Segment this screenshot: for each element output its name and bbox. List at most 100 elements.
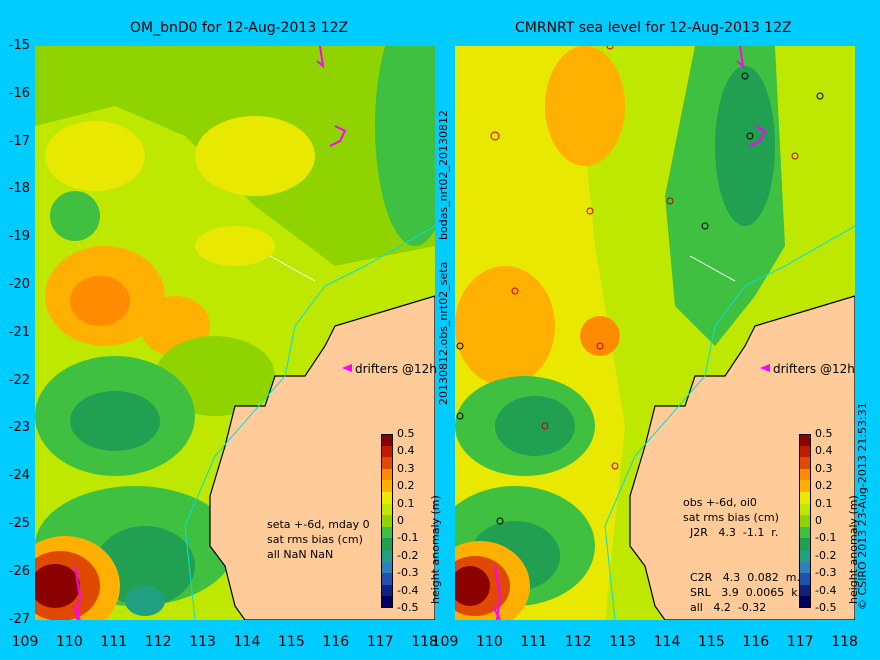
left-drifters-label: drifters @12h — [355, 362, 437, 376]
middle-bottom-label: 20130812.obs_nrt02_seta — [437, 261, 450, 405]
colorbar-tick-label: 0.1 — [815, 496, 833, 510]
x-tick-label: 117 — [786, 634, 814, 650]
colorbar-unit-label: height anomaly (m) — [847, 495, 860, 604]
colorbar-segment — [381, 526, 393, 539]
x-tick-label: 110 — [476, 634, 503, 650]
colorbar-segment — [799, 492, 811, 505]
colorbar-segment — [799, 538, 811, 551]
y-tick-label: -25 — [8, 516, 30, 531]
colorbar-tick-label: 0.3 — [397, 461, 415, 475]
land-area — [209, 295, 435, 620]
colorbar-tick-label: 0.2 — [397, 479, 415, 493]
right-drifters-label: drifters @12h — [773, 362, 855, 376]
colorbar-segment — [381, 596, 393, 609]
colorbar-segment — [381, 503, 393, 516]
colorbar-tick-label: -0.5 — [815, 601, 837, 614]
colorbar-frame — [799, 434, 811, 608]
x-tick-label: 114 — [653, 634, 681, 650]
colorbar-tick-label: -0.3 — [815, 566, 837, 580]
x-tick-label: 116 — [322, 634, 350, 650]
y-tick-label: -20 — [8, 277, 30, 292]
y-tick-label: -21 — [8, 324, 30, 340]
drifter-tracks — [72, 46, 347, 620]
colorbar-tick-label: 0.2 — [815, 479, 833, 493]
colorbar-segment — [799, 480, 811, 493]
x-tick-label: 110 — [56, 634, 83, 650]
x-tick-label: 109 — [431, 634, 459, 650]
colorbar-segment — [799, 503, 811, 516]
drifter-arrow — [760, 364, 770, 372]
left-panel-title: OM_bnD0 for 12-Aug-2013 12Z — [130, 20, 349, 36]
colorbar-tick-label: 0.4 — [397, 444, 415, 458]
right-map-svg — [455, 46, 855, 620]
colorbar-segment — [381, 584, 393, 597]
sea-level-contours — [455, 46, 785, 620]
colorbar-segment — [381, 468, 393, 481]
colorbar-segment — [799, 526, 811, 539]
colorbar-segment — [381, 457, 393, 470]
colorbar-tick-label: 0.5 — [397, 427, 415, 440]
colorbar-segment — [381, 480, 393, 493]
y-tick-label: -27 — [8, 611, 30, 627]
colorbar-tick-label: -0.1 — [397, 531, 419, 545]
section-line — [689, 255, 736, 282]
drifter-arrow — [342, 364, 352, 372]
colorbar-segment — [799, 468, 811, 481]
x-tick-label: 118 — [411, 634, 438, 650]
x-tick-label: 115 — [698, 634, 725, 650]
x-tick-label: 116 — [742, 634, 770, 650]
right-stats: obs +-6d, oi0 sat rms bias (cm) J2R 4.3 -… — [683, 496, 802, 614]
colorbar-segment — [381, 434, 393, 447]
colorbar-segment — [381, 550, 393, 563]
colorbar-unit-label: height anomaly (m) — [429, 495, 442, 604]
colorbar-segment — [799, 561, 811, 574]
y-tick-label: -23 — [8, 420, 30, 436]
colorbar-frame — [381, 434, 393, 608]
section-line — [269, 255, 316, 282]
x-tick-label: 111 — [100, 634, 128, 650]
x-tick-label: 111 — [520, 634, 548, 650]
y-tick-label: -22 — [8, 372, 30, 388]
colorbar-tick-label: 0 — [815, 514, 822, 527]
x-tick-label: 109 — [11, 634, 39, 650]
x-tick-label: 117 — [366, 634, 394, 650]
land-area — [629, 295, 855, 620]
y-tick-label: -17 — [8, 133, 30, 149]
colorbar-segment — [799, 573, 811, 586]
y-tick-label: -24 — [8, 468, 30, 484]
colorbar-tick-label: -0.4 — [815, 583, 837, 597]
colorbar-segment — [381, 538, 393, 551]
right-panel-title: CMRNRT sea level for 12-Aug-2013 12Z — [515, 20, 792, 36]
x-tick-label: 112 — [564, 634, 592, 650]
left-map-panel[interactable] — [35, 46, 435, 620]
left-map-svg — [35, 46, 435, 620]
x-tick-label: 115 — [278, 634, 305, 650]
colorbar-tick-label: 0.4 — [815, 444, 833, 458]
field-anomaly-contours — [35, 46, 435, 620]
x-tick-label: 112 — [144, 634, 172, 650]
x-tick-label: 113 — [609, 634, 636, 650]
x-tick-label: 113 — [189, 634, 216, 650]
y-tick-label: -26 — [8, 563, 30, 579]
x-tick-label: 118 — [831, 634, 858, 650]
colorbar-tick-label: 0 — [397, 514, 404, 527]
colorbar-tick-label: -0.4 — [397, 583, 419, 597]
colorbar-segment — [799, 515, 811, 528]
colorbar-segment — [799, 596, 811, 609]
colorbar-segment — [799, 434, 811, 447]
x-tick-label: 114 — [233, 634, 261, 650]
colorbar-tick-label: 0.1 — [397, 496, 415, 510]
colorbar-segment — [799, 550, 811, 563]
colorbar-segment — [381, 561, 393, 574]
colorbar-tick-label: 0.3 — [815, 461, 833, 475]
colorbar-tick-label: -0.3 — [397, 566, 419, 580]
colorbar-segment — [799, 445, 811, 458]
colorbar-tick-label: -0.2 — [815, 548, 837, 562]
colorbar-tick-label: 0.5 — [815, 427, 833, 440]
colorbar-segment — [381, 445, 393, 458]
shelf-contour — [604, 225, 855, 620]
colorbar-segment — [381, 492, 393, 505]
colorbar-segment — [799, 584, 811, 597]
left-stats: seta +-6d, mday 0 sat rms bias (cm) all Na… — [267, 518, 370, 561]
right-map-panel[interactable] — [455, 46, 855, 620]
